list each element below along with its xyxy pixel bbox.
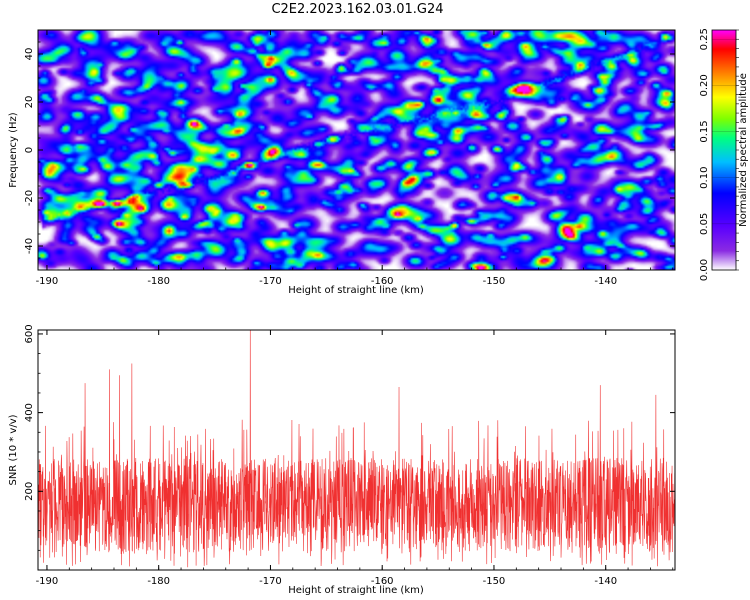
spectrogram-x-tick-label: -140 — [594, 276, 617, 287]
colorbar-tick-label: 0.00 — [699, 259, 710, 281]
snr-x-tick-label: -170 — [259, 576, 282, 587]
snr-y-tick-label: 200 — [24, 482, 35, 501]
snr-x-tick-label: -150 — [483, 576, 506, 587]
spectrogram-x-axis-label: Height of straight line (km) — [288, 285, 424, 296]
spectrogram-x-tick-label: -180 — [147, 276, 170, 287]
spectrogram-heatmap — [38, 30, 675, 270]
colorbar-tick-label: 0.15 — [699, 120, 710, 142]
snr-y-tick-label: 400 — [24, 403, 35, 422]
snr-x-tick-label: -180 — [147, 576, 170, 587]
snr-x-axis-label: Height of straight line (km) — [288, 585, 424, 596]
spectrogram-y-tick-label: -20 — [24, 190, 35, 206]
spectrogram-panel: -190 -180 -170 -160 -150 -140 -40 -20 0 20 40 Hei… — [8, 29, 676, 296]
snr-x-tick-label: -160 — [371, 576, 394, 587]
spectrogram-x-tick-label: -150 — [483, 276, 506, 287]
spectrogram-y-tick-label: 20 — [24, 96, 35, 109]
colorbar: 0.00 0.05 0.10 0.15 0.20 0.25 Normalized spec… — [699, 28, 749, 281]
snr-series-line — [38, 330, 675, 568]
colorbar-tick-label: 0.20 — [699, 74, 710, 96]
spectrogram-x-tick-label: -160 — [371, 276, 394, 287]
spectrogram-x-tick-label: -190 — [36, 276, 59, 287]
snr-y-axis-label: SNR (10 * v/v) — [8, 414, 19, 485]
colorbar-tick-label: 0.10 — [699, 167, 710, 189]
spectrogram-y-tick-label: 0 — [24, 147, 35, 153]
colorbar-tick-label: 0.25 — [699, 28, 710, 50]
chart-title: C2E2.2023.162.03.01.G24 — [271, 2, 444, 17]
snr-frame — [37, 329, 676, 571]
snr-y-tick-label: 600 — [24, 324, 35, 343]
spectrogram-y-tick-label: 40 — [24, 48, 35, 61]
colorbar-gradient — [711, 29, 737, 271]
snr-x-tick-label: -190 — [36, 576, 59, 587]
colorbar-label: Normalized spectral amplitude — [738, 73, 749, 227]
spectrogram-x-tick-label: -170 — [259, 276, 282, 287]
snr-panel: -190 -180 -170 -160 -150 -140 200 400 600 Heigh… — [8, 324, 676, 596]
spectrogram-y-axis-label: Frequency (Hz) — [8, 112, 19, 188]
colorbar-tick-label: 0.05 — [699, 213, 710, 235]
spectrogram-y-tick-label: -40 — [24, 238, 35, 254]
snr-x-tick-label: -140 — [594, 576, 617, 587]
